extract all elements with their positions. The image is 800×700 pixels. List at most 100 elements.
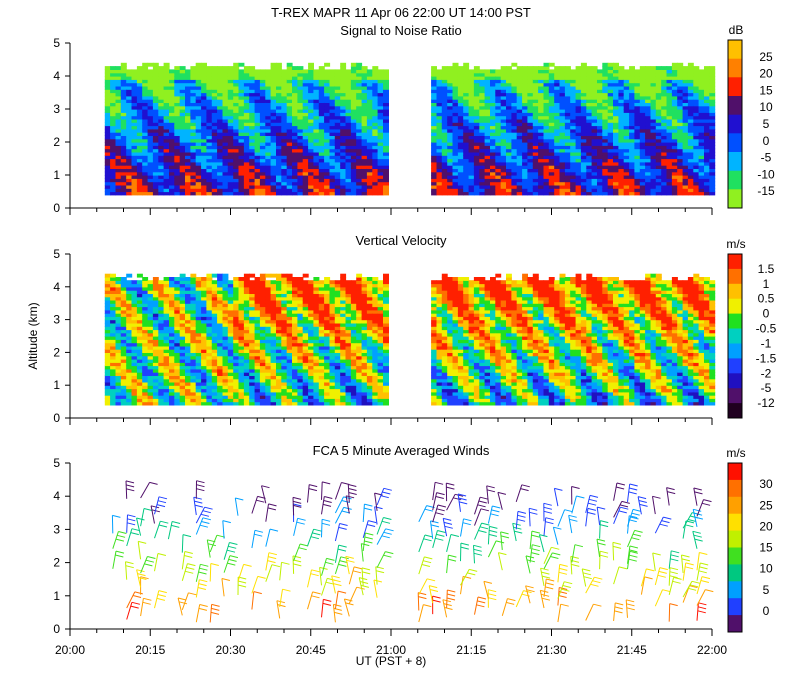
- heatmap-cell: [313, 168, 320, 173]
- heatmap-cell: [206, 381, 213, 386]
- heatmap-cell: [174, 336, 181, 340]
- heatmap-cell: [185, 76, 191, 80]
- heatmap-cell: [131, 102, 138, 107]
- heatmap-cell: [158, 89, 165, 94]
- heatmap-cell: [484, 82, 491, 87]
- heatmap-cell: [115, 362, 122, 367]
- heatmap-cell: [431, 132, 437, 136]
- heatmap-cell: [457, 188, 464, 193]
- heatmap-cell: [265, 135, 272, 140]
- heatmap-cell: [297, 145, 304, 150]
- heatmap-cell: [110, 158, 116, 163]
- heatmap-cell: [238, 184, 245, 189]
- heatmap-cell: [190, 286, 197, 291]
- heatmap-cell: [468, 148, 475, 153]
- heatmap-cell: [131, 85, 138, 90]
- heatmap-cell: [163, 355, 170, 360]
- heatmap-cell: [259, 132, 266, 136]
- heatmap-cell: [276, 128, 282, 133]
- heatmap-cell: [158, 306, 165, 311]
- heatmap-cell: [463, 72, 470, 77]
- heatmap-cell: [516, 171, 523, 176]
- heatmap-cell: [297, 99, 304, 103]
- heatmap-cell: [169, 342, 175, 347]
- heatmap-cell: [693, 112, 700, 117]
- heatmap-cell: [217, 115, 223, 120]
- heatmap-cell: [452, 128, 459, 133]
- heatmap-cell: [110, 118, 116, 123]
- heatmap-cell: [142, 165, 149, 169]
- heatmap-cell: [350, 155, 357, 160]
- heatmap-cell: [639, 102, 646, 107]
- heatmap-cell: [613, 148, 619, 153]
- heatmap-cell: [163, 326, 170, 331]
- heatmap-cell: [276, 158, 282, 163]
- heatmap-cell: [634, 72, 641, 77]
- heatmap-cell: [115, 349, 122, 353]
- heatmap-cell: [270, 122, 277, 127]
- heatmap-cell: [147, 148, 154, 153]
- heatmap-cell: [227, 105, 234, 110]
- heatmap-cell: [532, 165, 539, 169]
- heatmap-cell: [136, 303, 143, 308]
- heatmap-cell: [682, 109, 689, 113]
- heatmap-cell: [163, 188, 170, 193]
- heatmap-cell: [516, 175, 523, 179]
- heatmap-cell: [356, 76, 363, 80]
- heatmap-cell: [383, 72, 389, 77]
- heatmap-cell: [591, 165, 598, 169]
- heatmap-cell: [661, 175, 668, 179]
- heatmap-cell: [152, 339, 159, 344]
- heatmap-cell: [190, 165, 197, 169]
- heatmap-cell: [372, 85, 379, 90]
- heatmap-cell: [463, 66, 470, 70]
- heatmap-cell: [484, 155, 491, 160]
- heatmap-cell: [318, 142, 325, 146]
- heatmap-cell: [297, 102, 304, 107]
- heatmap-cell: [377, 92, 384, 97]
- heatmap-cell: [527, 178, 534, 183]
- heatmap-cell: [709, 178, 716, 183]
- heatmap-cell: [104, 362, 111, 367]
- heatmap-cell: [185, 391, 191, 396]
- heatmap-cell: [457, 99, 464, 103]
- heatmap-cell: [350, 135, 357, 140]
- heatmap-cell: [345, 158, 352, 163]
- heatmap-cell: [500, 171, 507, 176]
- heatmap-cell: [227, 89, 234, 94]
- heatmap-cell: [511, 142, 518, 146]
- heatmap-cell: [436, 161, 443, 166]
- heatmap-cell: [495, 102, 502, 107]
- heatmap-cell: [249, 115, 256, 120]
- heatmap-cell: [211, 145, 218, 150]
- heatmap-cell: [206, 306, 213, 311]
- heatmap-cell: [500, 99, 507, 103]
- heatmap-cell: [575, 191, 582, 196]
- heatmap-cell: [457, 155, 464, 160]
- heatmap-cell: [195, 82, 202, 87]
- heatmap-cell: [142, 69, 149, 74]
- heatmap-cell: [163, 368, 170, 373]
- heatmap-cell: [265, 99, 272, 103]
- heatmap-cell: [185, 79, 191, 84]
- colorbar-swatch: [728, 40, 742, 60]
- heatmap-cell: [243, 102, 250, 107]
- heatmap-cell: [110, 362, 116, 367]
- heatmap-cell: [671, 178, 678, 183]
- heatmap-cell: [115, 181, 122, 186]
- heatmap-cell: [495, 99, 502, 103]
- heatmap-cell: [201, 359, 207, 363]
- heatmap-cell: [115, 161, 122, 166]
- heatmap-cell: [527, 191, 534, 196]
- heatmap-cell: [704, 92, 710, 97]
- heatmap-cell: [473, 155, 480, 160]
- heatmap-cell: [190, 339, 197, 344]
- heatmap-cell: [693, 145, 700, 150]
- heatmap-cell: [623, 168, 630, 173]
- heatmap-cell: [490, 92, 496, 97]
- heatmap-cell: [211, 352, 218, 357]
- heatmap-cell: [147, 79, 154, 84]
- heatmap-cell: [201, 82, 207, 87]
- heatmap-cell: [500, 175, 507, 179]
- heatmap-cell: [447, 145, 454, 150]
